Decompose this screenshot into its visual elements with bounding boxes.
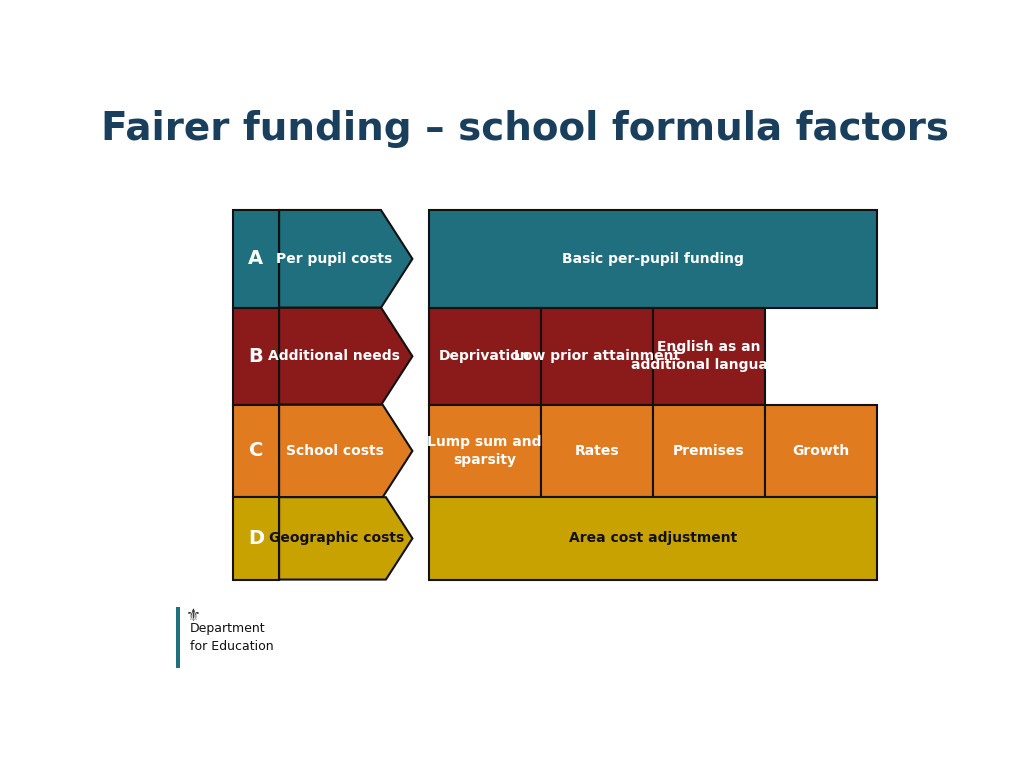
Text: School costs: School costs	[286, 444, 384, 458]
Bar	[176, 607, 180, 668]
Text: Growth: Growth	[792, 444, 849, 458]
Text: Geographic costs: Geographic costs	[268, 531, 404, 545]
Bar	[429, 210, 877, 308]
Text: Lump sum and
sparsity: Lump sum and sparsity	[427, 435, 542, 467]
Text: Area cost adjustment: Area cost adjustment	[568, 531, 737, 545]
Text: C: C	[249, 442, 263, 461]
Text: Additional needs: Additional needs	[268, 349, 400, 363]
Bar	[541, 405, 652, 497]
Text: Basic per-pupil funding: Basic per-pupil funding	[562, 252, 743, 266]
Text: Per pupil costs: Per pupil costs	[275, 252, 392, 266]
Polygon shape	[280, 210, 413, 308]
Polygon shape	[280, 308, 413, 405]
Text: B: B	[249, 347, 263, 366]
Text: Rates: Rates	[574, 444, 618, 458]
Text: English as an
additional language: English as an additional language	[631, 340, 786, 372]
Text: Premises: Premises	[673, 444, 744, 458]
Bar	[429, 308, 541, 405]
Bar	[765, 405, 877, 497]
Polygon shape	[280, 405, 413, 497]
Bar	[541, 308, 652, 405]
Text: ⚜: ⚜	[185, 607, 201, 624]
Text: Low prior attainment: Low prior attainment	[514, 349, 680, 363]
Text: Department
for Education: Department for Education	[190, 622, 273, 653]
Bar	[232, 405, 280, 497]
Bar	[652, 405, 765, 497]
Bar	[652, 308, 765, 405]
Bar	[232, 497, 280, 580]
Bar	[429, 405, 541, 497]
Text: D: D	[248, 529, 264, 548]
Bar	[429, 497, 877, 580]
Polygon shape	[280, 497, 413, 580]
Text: Fairer funding – school formula factors: Fairer funding – school formula factors	[100, 110, 949, 148]
Bar	[232, 210, 280, 308]
Text: Deprivation: Deprivation	[439, 349, 530, 363]
Text: A: A	[248, 250, 263, 268]
Bar	[232, 308, 280, 405]
